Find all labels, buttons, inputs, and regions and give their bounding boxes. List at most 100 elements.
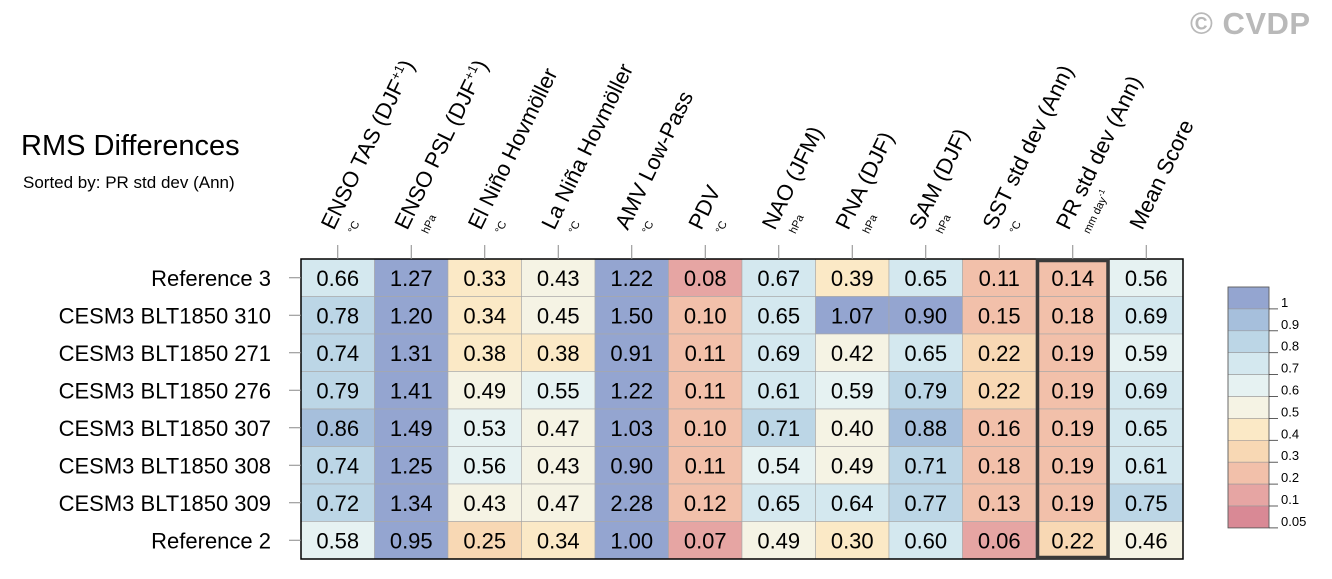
- cell-value: 0.11: [979, 266, 1020, 291]
- cell-value: 0.43: [537, 453, 580, 478]
- cell-value: 0.66: [316, 266, 359, 291]
- svg-text:Mean Score: Mean Score: [1124, 116, 1198, 234]
- row-label: Reference 3: [151, 266, 271, 291]
- heatmap-cell: [521, 333, 596, 372]
- cell-value: 0.25: [463, 528, 506, 553]
- cell-value: 1.34: [390, 491, 433, 516]
- cell-value: 0.65: [757, 303, 800, 328]
- row-label: CESM3 BLT1850 308: [59, 453, 271, 478]
- cell-value: 1.00: [610, 528, 653, 553]
- cell-value: 0.06: [978, 528, 1021, 553]
- cell-value: 0.15: [978, 303, 1021, 328]
- cell-value: 0.49: [831, 453, 874, 478]
- heatmap-cell: [962, 371, 1037, 410]
- row-label: CESM3 BLT1850 307: [59, 416, 271, 441]
- cell-value: 0.77: [904, 491, 947, 516]
- heatmap-cell: [521, 483, 596, 522]
- cell-value: 0.22: [978, 341, 1021, 366]
- legend-swatch: [1227, 461, 1270, 485]
- column-unit: hPa: [420, 212, 440, 236]
- heatmap-cell: [1109, 483, 1184, 522]
- heatmap-cell: [521, 408, 596, 447]
- cell-value: 0.10: [684, 416, 727, 441]
- heatmap-cell: [374, 258, 449, 297]
- column-unit: °C: [640, 219, 656, 235]
- heatmap-cell: [594, 296, 669, 335]
- cell-value: 1.03: [610, 416, 653, 441]
- column-unit: °C: [493, 219, 509, 235]
- heatmap-border: [300, 258, 1184, 560]
- cell-value: 0.71: [904, 453, 947, 478]
- cell-value: 0.49: [463, 378, 506, 403]
- cell-value: 0.59: [1125, 341, 1168, 366]
- cell-value: 1.41: [390, 378, 433, 403]
- cell-value: 0.72: [316, 491, 359, 516]
- cell-value: 0.56: [463, 453, 506, 478]
- cell-value: 1.49: [390, 416, 433, 441]
- column-unit: °C: [1008, 219, 1024, 235]
- cell-value: 0.42: [831, 341, 874, 366]
- heatmap-cell: [447, 483, 522, 522]
- svg-text:SAM (DJF): SAM (DJF): [904, 124, 974, 233]
- legend-swatch: [1227, 286, 1270, 310]
- cell-value: 1.27: [390, 266, 433, 291]
- cell-value: 0.79: [904, 378, 947, 403]
- row-label: Reference 2: [151, 528, 271, 553]
- legend-tick-label: 1: [1281, 295, 1288, 310]
- cell-value: 0.78: [316, 303, 359, 328]
- cell-value: 1.25: [390, 453, 433, 478]
- heatmap-cell: [741, 296, 816, 335]
- legend-tick-label: 0.2: [1281, 470, 1299, 485]
- column-label: SAM (DJF)hPa: [904, 124, 974, 235]
- legend-swatch: [1227, 308, 1270, 332]
- heatmap-cell: [300, 296, 375, 335]
- cell-value: 0.49: [757, 528, 800, 553]
- cell-value: 0.64: [831, 491, 874, 516]
- heatmap-cell: [521, 521, 596, 560]
- heatmap-cell: [888, 446, 963, 485]
- legend-tick-label: 0.9: [1281, 317, 1299, 332]
- legend-swatch: [1227, 439, 1270, 463]
- heatmap-cell: [888, 371, 963, 410]
- cell-value: 0.22: [978, 378, 1021, 403]
- cell-value: 0.56: [1125, 266, 1168, 291]
- cell-value: 0.65: [904, 341, 947, 366]
- cell-value: 0.18: [1051, 303, 1094, 328]
- heatmap-cell: [594, 408, 669, 447]
- heatmap-cell: [1109, 258, 1184, 297]
- heatmap-cell: [447, 371, 522, 410]
- legend-tick-label: 0.3: [1281, 448, 1299, 463]
- cell-value: 0.18: [978, 453, 1021, 478]
- svg-text:NAO (JFM): NAO (JFM): [757, 122, 828, 233]
- cell-value: 0.65: [1125, 416, 1168, 441]
- cell-value: 0.30: [831, 528, 874, 553]
- cell-value: 0.61: [1125, 453, 1168, 478]
- heatmap-cell: [888, 296, 963, 335]
- heatmap-cell: [1035, 258, 1110, 297]
- cell-value: 0.91: [610, 341, 653, 366]
- svg-text:PNA (DJF): PNA (DJF): [830, 128, 899, 233]
- heatmap-cell: [668, 333, 743, 372]
- column-label: PDV°C: [683, 181, 730, 235]
- row-label: CESM3 BLT1850 271: [59, 341, 271, 366]
- cell-value: 0.47: [537, 491, 580, 516]
- svg-text:AMV Low-Pass: AMV Low-Pass: [610, 87, 698, 233]
- cell-value: 0.79: [316, 378, 359, 403]
- heatmap-cell: [1109, 408, 1184, 447]
- heatmap-cell: [447, 296, 522, 335]
- heatmap-cell: [668, 446, 743, 485]
- legend-tick-label: 0.4: [1281, 426, 1299, 441]
- cell-value: 0.22: [1051, 528, 1094, 553]
- cell-value: 0.88: [904, 416, 947, 441]
- heatmap-cell: [668, 408, 743, 447]
- highlight-column-box: [1035, 258, 1110, 560]
- cell-value: 0.69: [757, 341, 800, 366]
- legend-swatch: [1227, 396, 1270, 419]
- heatmap-cell: [888, 483, 963, 522]
- heatmap-cell: [962, 446, 1037, 485]
- column-label: PNA (DJF)hPa: [830, 128, 899, 236]
- heatmap-cell: [300, 333, 375, 372]
- heatmap-cell: [815, 258, 890, 297]
- cell-value: 0.46: [1125, 528, 1168, 553]
